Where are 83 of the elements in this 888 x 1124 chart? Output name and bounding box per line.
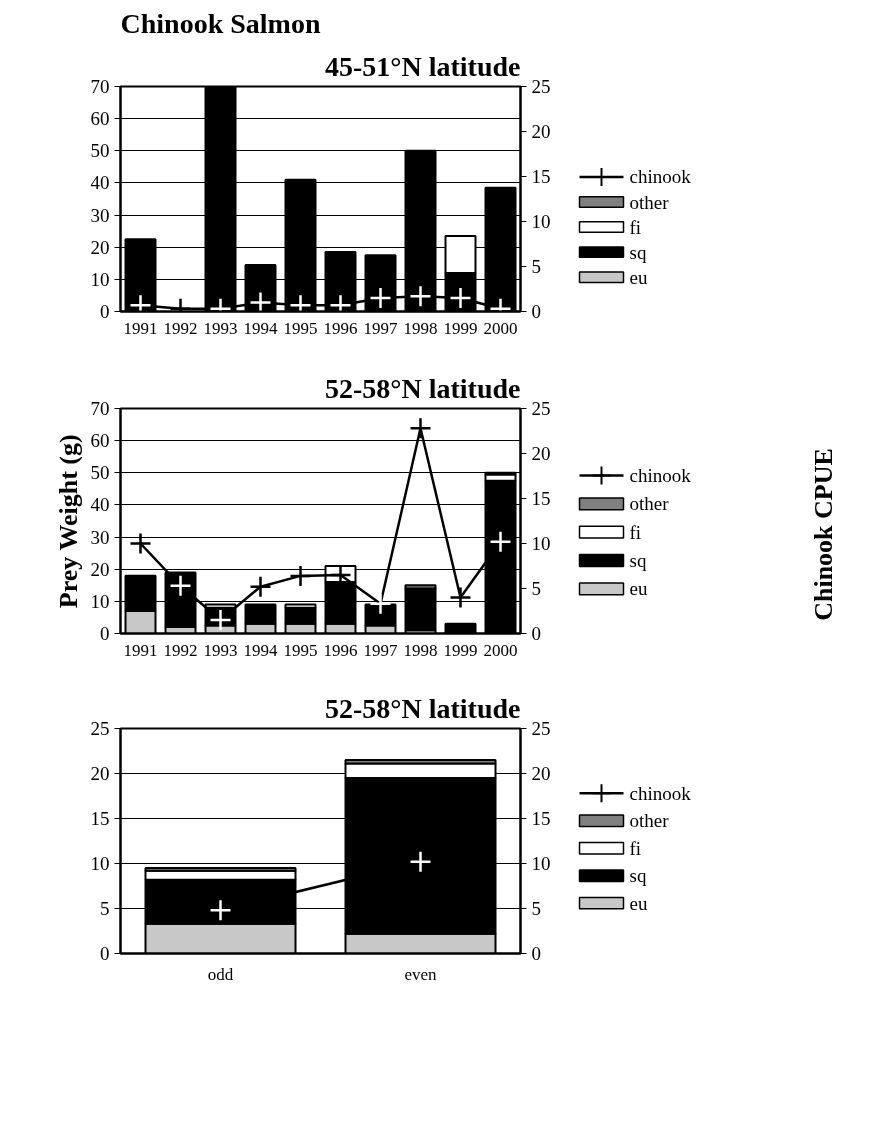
y2-tick-label: 25 — [531, 398, 551, 419]
y2-tick-label: 0 — [531, 623, 541, 644]
y-tick-label: 70 — [90, 398, 110, 419]
text: Chinook Salmon — [120, 7, 321, 39]
y2-tick-label: 15 — [531, 488, 551, 509]
x-tick-label: 1994 — [243, 640, 278, 660]
x-tick-label: 1991 — [123, 318, 158, 338]
y2-tick-label: 0 — [531, 943, 541, 964]
y-tick-label: 20 — [90, 236, 110, 258]
y-axis-title: Prey Weight (g) — [53, 434, 83, 609]
y2-tick-label: 15 — [531, 808, 551, 829]
legend-label: sq — [629, 865, 647, 887]
legend-label: eu — [629, 266, 648, 288]
y-tick-label: 15 — [90, 808, 110, 829]
legend-label: fi — [629, 837, 642, 859]
y-tick-label: 30 — [90, 526, 110, 548]
x-tick-label: 1998 — [403, 640, 438, 660]
x-tick-label: 1993 — [203, 640, 238, 660]
chart-title: 45-51°N latitude — [324, 50, 521, 82]
y2-tick-label: 15 — [531, 166, 551, 187]
legend-label: fi — [629, 521, 642, 543]
y2-tick-label: 10 — [531, 853, 551, 874]
x-tick-label: 1992 — [163, 318, 198, 338]
legend-label: chinook — [629, 464, 692, 486]
y-tick-label: 0 — [100, 301, 110, 322]
y-tick-label: 50 — [90, 140, 110, 162]
x-tick-label: 2000 — [483, 640, 518, 660]
legend-label: other — [629, 810, 670, 832]
x-tick-label: 1999 — [443, 640, 478, 660]
y2-tick-label: 25 — [531, 718, 551, 739]
x-tick-label: 2000 — [483, 318, 518, 338]
x-tick-label: odd — [207, 964, 234, 984]
chart-title: 52-58°N latitude — [324, 692, 521, 724]
y-tick-label: 60 — [90, 430, 110, 452]
y2-tick-label: 5 — [531, 578, 541, 599]
x-tick-label: 1994 — [243, 318, 278, 338]
y-tick-label: 40 — [90, 494, 110, 516]
y-tick-label: 20 — [90, 763, 110, 784]
y2-tick-label: 5 — [531, 256, 541, 277]
x-tick-label: 1996 — [323, 318, 358, 338]
legend-label: sq — [629, 241, 647, 263]
y-tick-label: 50 — [90, 462, 110, 484]
y-tick-label: 40 — [90, 172, 110, 194]
y2-tick-label: 5 — [531, 898, 541, 919]
y-tick-label: 0 — [100, 623, 110, 644]
y-tick-label: 30 — [90, 204, 110, 226]
y2-tick-label: 20 — [531, 121, 551, 142]
legend-label: chinook — [629, 782, 692, 804]
y2-tick-label: 20 — [531, 763, 551, 784]
y2-tick-label: 10 — [531, 211, 551, 232]
y2-tick-label: 10 — [531, 533, 551, 554]
x-tick-label: 1997 — [363, 318, 398, 338]
y-tick-label: 0 — [100, 943, 110, 964]
chart-title: 52-58°N latitude — [324, 372, 521, 404]
x-tick-label: 1995 — [283, 318, 318, 338]
y2-tick-label: 20 — [531, 443, 551, 464]
y-tick-label: 10 — [90, 590, 110, 612]
x-tick-label: 1991 — [123, 640, 158, 660]
legend-label: eu — [629, 892, 648, 914]
legend-label: other — [629, 493, 670, 515]
x-tick-label: even — [404, 964, 438, 984]
y-tick-label: 10 — [90, 268, 110, 290]
x-tick-label: 1996 — [323, 640, 358, 660]
y2-tick-label: 25 — [531, 76, 551, 97]
x-tick-label: 1998 — [403, 318, 438, 338]
x-tick-label: 1999 — [443, 318, 478, 338]
x-tick-label: 1992 — [163, 640, 198, 660]
x-tick-label: 1993 — [203, 318, 238, 338]
legend-label: chinook — [629, 166, 692, 188]
y-tick-label: 20 — [90, 558, 110, 580]
x-tick-label: 1995 — [283, 640, 318, 660]
x-tick-label: 1997 — [363, 640, 398, 660]
y-tick-label: 5 — [100, 898, 110, 919]
y-tick-label: 25 — [90, 718, 110, 739]
y-tick-label: 60 — [90, 108, 110, 130]
legend-label: sq — [629, 549, 647, 571]
y2-axis-title: Chinook CPUE — [809, 448, 838, 621]
legend-label: eu — [629, 578, 648, 600]
y-tick-label: 10 — [90, 853, 110, 874]
legend-label: other — [629, 191, 670, 213]
y-tick-label: 70 — [90, 76, 110, 97]
y2-tick-label: 0 — [531, 301, 541, 322]
legend-label: fi — [629, 216, 642, 238]
